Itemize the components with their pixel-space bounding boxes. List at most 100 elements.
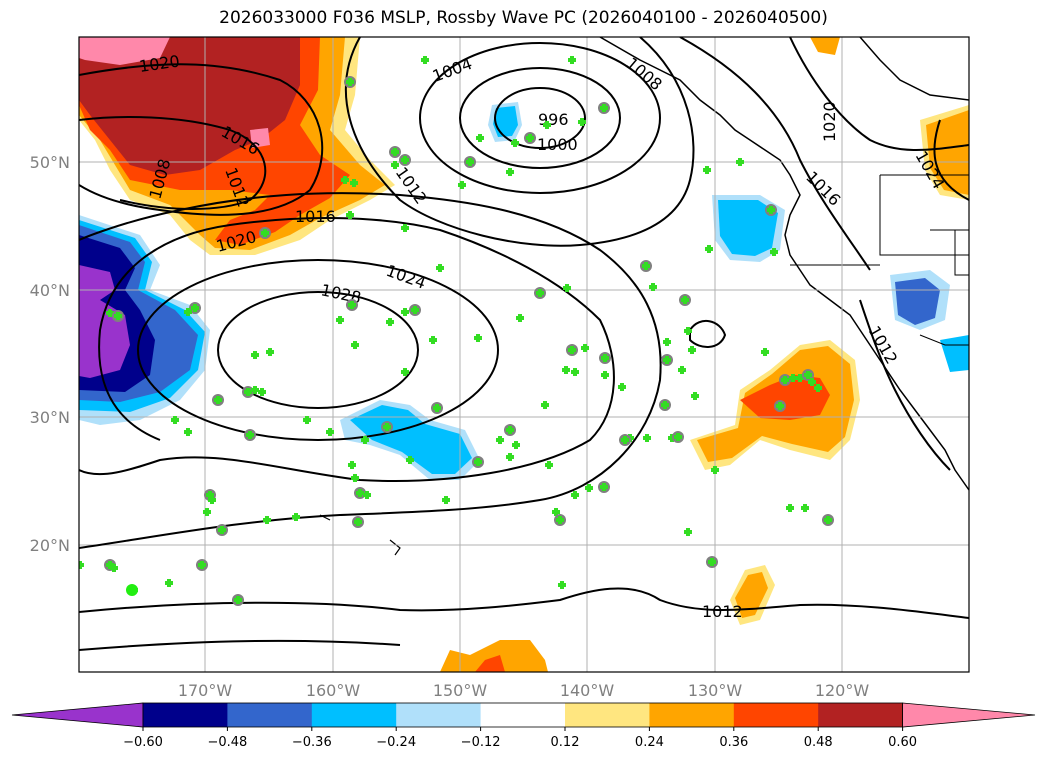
observation-cross [198,561,206,569]
colorbar-segment [649,703,735,727]
observation-cross [401,156,409,164]
observation-cross [643,434,651,442]
observation-cross [674,433,682,441]
isobar-label: 1000 [537,135,578,154]
observation-cross [341,176,349,184]
isobar-label: 1012 [702,602,743,621]
lat-label: 30°N [30,408,70,427]
observation-cross [346,211,354,219]
observation-cross [234,596,242,604]
colorbar-tick-label: 0.60 [888,735,917,750]
observation-cross [711,466,719,474]
lat-label: 50°N [30,153,70,172]
observation-cross [208,496,216,504]
observation-cross [545,461,553,469]
observation-cross [361,436,369,444]
observation-cross [474,334,482,342]
map-title: 2026033000 F036 MSLP, Rossby Wave PC (20… [219,8,828,28]
map-area: 1020 1016 1012 1008 1016 1020 1004 996 1… [79,37,969,672]
colorbar-segment [818,703,904,727]
observation-cross [346,78,354,86]
observation-cross [506,453,514,461]
observation-cross [203,508,211,516]
observation-cross [326,428,334,436]
observation-cross [600,483,608,491]
observation-cross [558,581,566,589]
observation-cross [363,491,371,499]
observation-cross [350,179,358,187]
observation-cross [336,316,344,324]
observation-cross [708,558,716,566]
observation-cross [512,441,520,449]
observation-cross [433,404,441,412]
observation-cross [386,318,394,326]
observation-cross [496,436,504,444]
observation-cross [429,336,437,344]
observation-cross [184,428,192,436]
lon-label: 130°W [688,681,743,700]
isobars [79,37,969,651]
observation-cross [678,366,686,374]
lon-label: 140°W [560,681,615,700]
observation-cross [354,518,362,526]
observation-cross [688,346,696,354]
observation-cross [663,356,671,364]
observation-cross [511,139,519,147]
observation-cross [552,508,560,516]
lon-label: 160°W [306,681,361,700]
colorbar-segment [396,703,482,727]
colorbar: −0.60 −0.48 −0.36 −0.24 −0.12 0.12 0.24 0.36 0.4… [11,702,1036,750]
isobar-label: 1020 [820,101,839,142]
isobar-label: 1016 [295,207,336,226]
negative-anomaly-west [79,215,210,425]
observation-cross [466,158,474,166]
isobar-label: 996 [538,110,569,129]
observation-cross [770,248,778,256]
colorbar-segment [733,703,819,727]
observation-cross [585,484,593,492]
observation-cross [642,262,650,270]
observation-cross [681,296,689,304]
lat-label: 20°N [30,536,70,555]
observation-cross [581,344,589,352]
colorbar-tick-label: −0.12 [461,735,501,750]
observation-cross [571,368,579,376]
observation-cross [506,168,514,176]
colorbar-segment [227,703,313,727]
observation-cross [79,561,84,569]
colorbar-extend-min [11,702,144,728]
observation-cross [458,181,466,189]
observation-cross [110,564,118,572]
observation-dot [126,584,138,596]
observation-cross [401,224,409,232]
observation-cross [776,402,784,410]
observation-cross [563,284,571,292]
colorbar-tick-label: −0.48 [207,735,247,750]
colorbar-segment [311,703,397,727]
observation-cross [661,401,669,409]
colorbar-tick-label: −0.24 [376,735,416,750]
observation-cross [191,304,199,312]
observation-cross [246,431,254,439]
colorbar-tick-label: −0.60 [123,735,163,750]
observation-cross [516,314,524,322]
observation-cross [781,376,789,384]
observation-cross [258,388,266,396]
observation-cross [804,371,812,379]
observation-cross [184,308,192,316]
colorbar-tick-label: 0.36 [719,735,748,750]
colorbar-tick-label: 0.48 [804,735,833,750]
observation-cross [506,426,514,434]
observation-cross [568,56,576,64]
observation-cross [691,392,699,400]
observation-cross [391,148,399,156]
observation-cross [303,416,311,424]
observation-cross [621,436,629,444]
observation-cross [474,458,482,466]
colorbar-segment [565,703,650,727]
observation-cross [391,161,399,169]
observation-cross [526,134,534,142]
observation-markers [79,56,834,606]
observation-cross [251,351,259,359]
